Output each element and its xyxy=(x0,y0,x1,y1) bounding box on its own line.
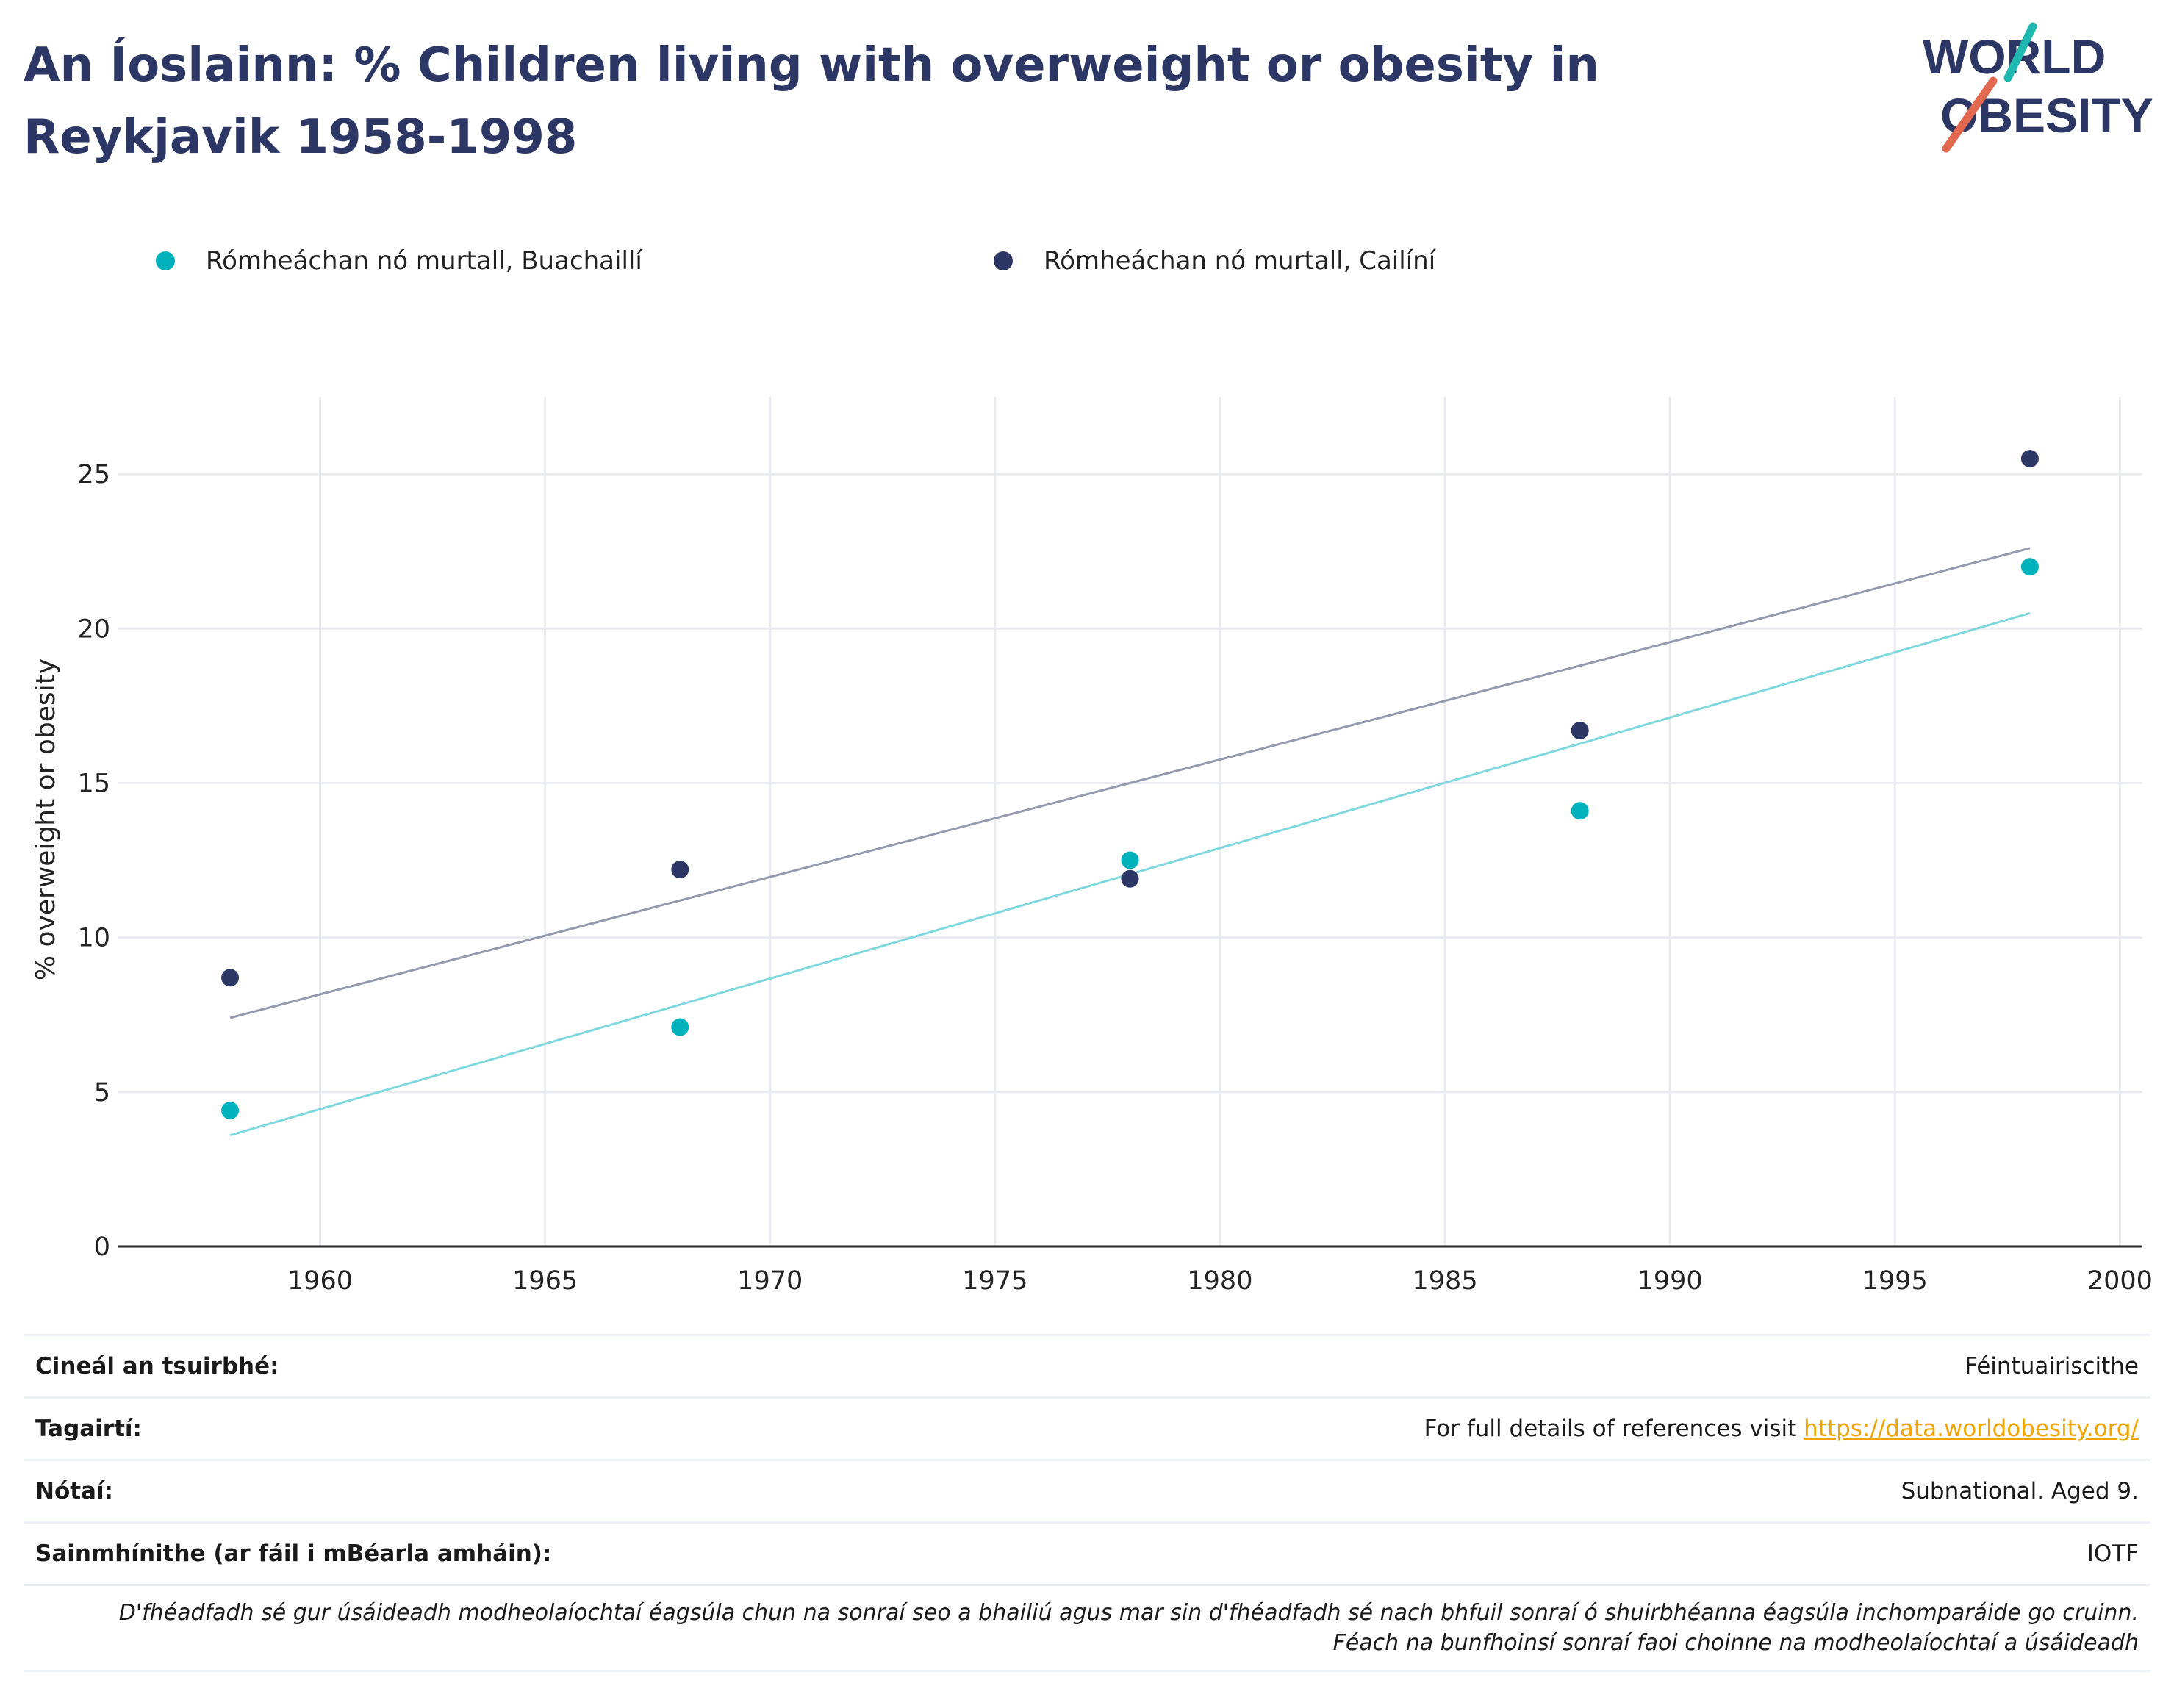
trend-line-series-1 xyxy=(229,547,2031,1019)
methodology-disclaimer: D'fhéadfadh sé gur úsáideadh modheolaíoc… xyxy=(24,1584,2150,1672)
y-tick-label: 10 xyxy=(77,924,110,953)
info-value-notes: Subnational. Aged 9. xyxy=(1901,1478,2139,1504)
x-tick-label: 1980 xyxy=(1187,1266,1252,1293)
data-point-series-1 xyxy=(671,861,689,879)
info-table: Cineál an tsuirbhé: Féintuairiscithe Tag… xyxy=(24,1334,2150,1672)
info-value-survey-type: Féintuairiscithe xyxy=(1965,1353,2139,1379)
chart-title: An Íoslainn: % Children living with over… xyxy=(24,38,1599,165)
data-points xyxy=(221,450,2039,1120)
data-point-series-0 xyxy=(221,1102,240,1120)
legend-label-girls: Rómheáchan nó murtall, Cailíní xyxy=(1044,246,1436,276)
legend-item-girls[interactable]: Rómheáchan nó murtall, Cailíní xyxy=(994,243,1435,279)
world-obesity-logo: WORLD OBESITY xyxy=(1923,22,2153,153)
references-link[interactable]: https://data.worldobesity.org/ xyxy=(1804,1415,2139,1442)
data-point-series-0 xyxy=(1571,802,1589,820)
y-tick-label: 5 xyxy=(94,1078,110,1108)
info-row-survey-type: Cineál an tsuirbhé: Féintuairiscithe xyxy=(24,1334,2150,1396)
data-point-series-1 xyxy=(221,969,240,987)
x-tick-label: 1965 xyxy=(512,1266,578,1293)
data-point-series-0 xyxy=(671,1018,689,1036)
svg-text:OBESITY: OBESITY xyxy=(1940,88,2153,143)
info-key-survey-type: Cineál an tsuirbhé: xyxy=(35,1353,279,1379)
y-tick-label: 25 xyxy=(77,460,110,489)
info-value-references: For full details of references visit htt… xyxy=(1424,1415,2139,1442)
grid-lines xyxy=(118,397,2142,1246)
legend-item-boys[interactable]: Rómheáchan nó murtall, Buachaillí xyxy=(156,243,642,279)
data-point-series-1 xyxy=(1571,721,1589,739)
info-row-definitions: Sainmhínithe (ar fáil i mBéarla amháin):… xyxy=(24,1521,2150,1584)
disclaimer-line-2: Féach na bunfhoinsí sonraí faoi choinne … xyxy=(1332,1630,2139,1656)
axes: 1960 1965 1970 1975 1980 1985 1990 1995 2000 0 5 10… xyxy=(77,460,2152,1293)
info-key-notes: Nótaí: xyxy=(35,1478,114,1504)
info-row-references: Tagairtí: For full details of references… xyxy=(24,1396,2150,1459)
legend-marker-girls xyxy=(994,251,1013,270)
x-tick-label: 1970 xyxy=(737,1266,803,1293)
disclaimer-line-1: D'fhéadfadh sé gur úsáideadh modheolaíoc… xyxy=(118,1600,2139,1626)
x-tick-label: 1960 xyxy=(287,1266,353,1293)
legend-marker-boys xyxy=(156,251,175,270)
info-value-definitions: IOTF xyxy=(2087,1540,2139,1567)
y-tick-label: 0 xyxy=(94,1232,110,1262)
x-tick-label: 1995 xyxy=(1862,1266,1928,1293)
y-tick-label: 15 xyxy=(77,769,110,798)
x-tick-label: 2000 xyxy=(2087,1266,2153,1293)
info-key-references: Tagairtí: xyxy=(35,1415,142,1442)
legend-label-boys: Rómheáchan nó murtall, Buachaillí xyxy=(206,246,642,276)
info-row-notes: Nótaí: Subnational. Aged 9. xyxy=(24,1459,2150,1521)
info-key-definitions: Sainmhínithe (ar fáil i mBéarla amháin): xyxy=(35,1540,552,1567)
data-point-series-0 xyxy=(2020,558,2039,576)
y-tick-label: 20 xyxy=(77,614,110,644)
data-point-series-1 xyxy=(2020,450,2039,468)
x-tick-label: 1990 xyxy=(1637,1266,1703,1293)
data-point-series-0 xyxy=(1121,851,1139,869)
x-tick-label: 1975 xyxy=(962,1266,1027,1293)
chart-area: 1960 1965 1970 1975 1980 1985 1990 1995 2000 0 5 10… xyxy=(31,397,2153,1293)
data-point-series-1 xyxy=(1121,869,1139,888)
trend-lines xyxy=(229,547,2031,1137)
x-tick-label: 1985 xyxy=(1413,1266,1478,1293)
y-axis-label: % overweight or obesity xyxy=(31,659,61,980)
